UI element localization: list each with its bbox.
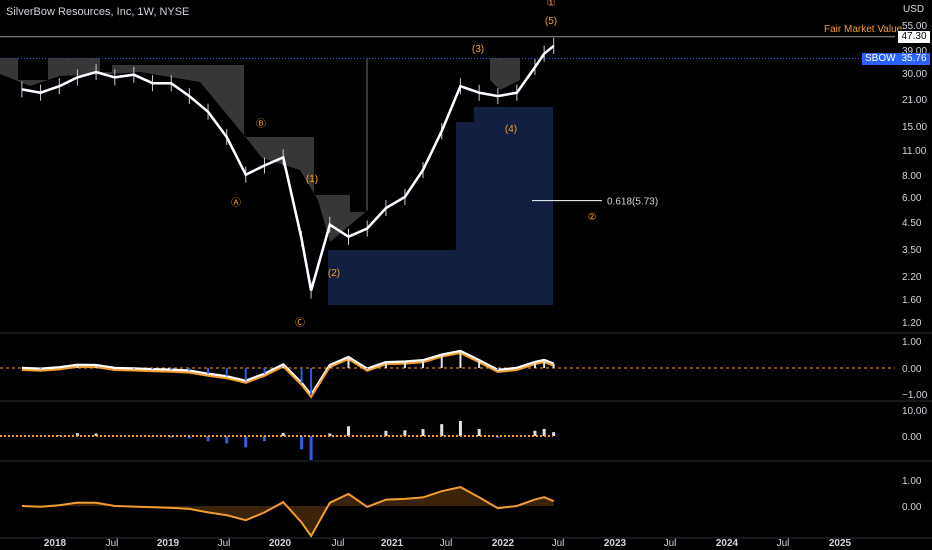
x-tick-label: 2024	[716, 538, 739, 549]
currency-label: USD	[903, 4, 925, 15]
x-tick-label: 2021	[381, 538, 404, 549]
y-tick-label: 11.00	[902, 146, 927, 157]
wave-label: Ⓑ	[256, 118, 266, 130]
y-tick-label: 55.00	[902, 21, 927, 32]
x-tick-label: Jul	[218, 538, 231, 549]
x-tick-label: 2018	[44, 538, 67, 549]
osc3-line	[21, 486, 555, 538]
wave-label: ②	[588, 212, 597, 223]
y-tick-label: 15.00	[902, 122, 927, 133]
osc-y-tick: −1.00	[902, 390, 928, 401]
x-tick-label: 2019	[157, 538, 180, 549]
x-tick-label: Jul	[106, 538, 119, 549]
fair-value-price-tag: 47.30	[898, 31, 930, 43]
osc-y-tick: 0.00	[902, 502, 922, 513]
x-tick-label: 2022	[492, 538, 515, 549]
y-tick-label: 4.50	[902, 218, 922, 229]
osc-y-tick: 10.00	[902, 406, 927, 417]
wave-label: (1)	[306, 174, 318, 185]
main-price-pane: 0.618(5.73) Ⓐ Ⓑ Ⓒ (1) (2) (3) (4) (5) ② ①	[0, 0, 895, 329]
target-box	[328, 107, 553, 305]
y-tick-label: 2.20	[902, 272, 922, 283]
axes: 55.00 39.00 30.00 21.00 15.00 11.00 8.00 6.00 4.…	[0, 21, 932, 549]
osc-y-tick: 1.00	[902, 476, 922, 487]
x-tick-label: Jul	[440, 538, 453, 549]
osc-y-tick: 1.00	[902, 337, 922, 348]
x-tick-label: 2023	[604, 538, 627, 549]
osc1-orange-line	[21, 351, 555, 399]
chart-title: SilverBow Resources, Inc, 1W, NYSE	[6, 6, 190, 18]
ma-white-line	[21, 44, 555, 291]
ichimoku-cloud	[0, 58, 368, 242]
x-tick-label: Jul	[332, 538, 345, 549]
y-tick-label: 3.50	[902, 245, 922, 256]
y-tick-label: 1.60	[902, 295, 922, 306]
fair-market-value-label: Fair Market Value	[824, 24, 903, 35]
last-price-tag: 35.76	[898, 53, 930, 65]
osc-y-tick: 0.00	[902, 432, 922, 443]
wave-label: Ⓐ	[231, 197, 241, 209]
y-tick-label: 21.00	[902, 95, 927, 106]
osc3-area	[21, 487, 554, 536]
x-tick-label: Jul	[664, 538, 677, 549]
y-tick-label: 6.00	[902, 193, 922, 204]
wave-label: Ⓒ	[295, 317, 305, 329]
x-tick-label: Jul	[777, 538, 790, 549]
wave-label: (3)	[472, 44, 484, 55]
y-tick-label: 8.00	[902, 171, 922, 182]
oscillator-panes	[0, 349, 895, 538]
x-tick-label: 2020	[269, 538, 292, 549]
y-tick-label: 39.00	[902, 46, 927, 57]
symbol-tag: SBOW	[862, 53, 899, 65]
x-tick-label: 2025	[829, 538, 852, 549]
y-tick-label: 1.20	[902, 318, 922, 329]
wave-label: (4)	[505, 124, 517, 135]
fib-label: 0.618(5.73)	[607, 197, 658, 208]
y-tick-label: 30.00	[902, 69, 927, 80]
wave-label: (2)	[328, 268, 340, 279]
osc1-white-line	[21, 349, 555, 398]
x-tick-label: Jul	[552, 538, 565, 549]
wave-label: (5)	[545, 16, 557, 27]
ichimoku-cloud-right	[490, 58, 520, 90]
wave-label: ①	[547, 0, 556, 9]
osc-y-tick: 0.00	[902, 364, 922, 375]
